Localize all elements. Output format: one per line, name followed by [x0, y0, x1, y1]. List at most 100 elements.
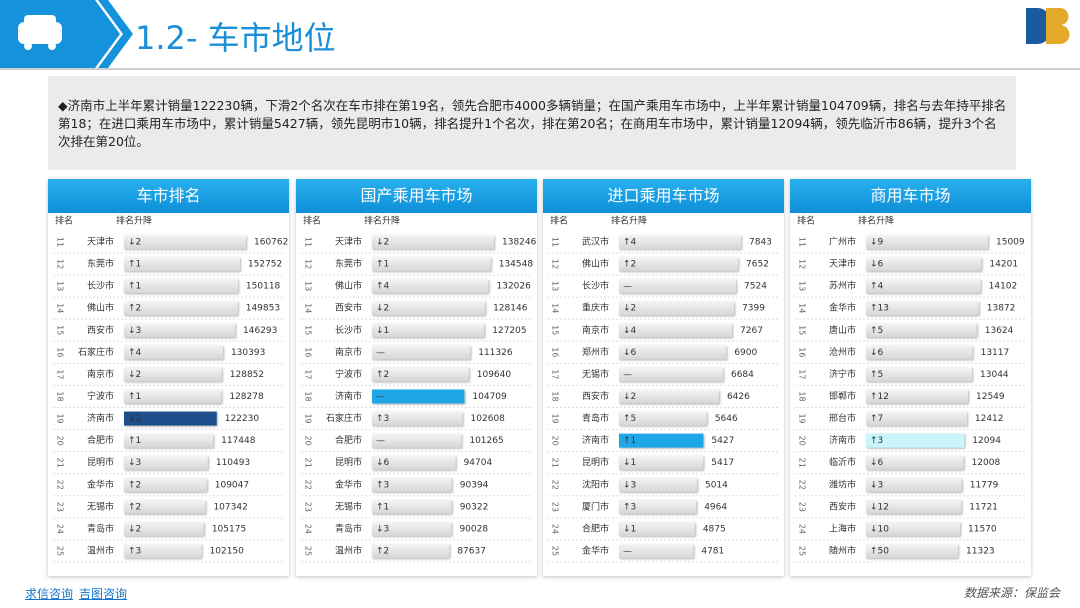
bar — [619, 389, 719, 404]
bar — [619, 543, 694, 558]
value-label: 104709 — [472, 392, 507, 402]
rank-change: ↓12 — [870, 502, 889, 512]
value-label: 6426 — [727, 392, 750, 402]
value-label: 117448 — [221, 436, 256, 446]
panel-title: 进口乘用车市场 — [543, 179, 784, 213]
rank-change: ↑5 — [870, 326, 883, 336]
bar — [866, 367, 973, 382]
bar — [124, 433, 214, 448]
bar — [124, 499, 206, 514]
rank: 20 — [56, 436, 65, 446]
city: 长沙市 — [87, 280, 114, 292]
value-label: 160762 — [254, 238, 288, 248]
summary: ◆济南市上半年累计销量122230辆，下滑2个名次在车市排在第19名，领先合肥市… — [48, 76, 1016, 170]
rank-change: — — [623, 282, 632, 292]
rank: 22 — [304, 480, 313, 490]
value-label: 146293 — [243, 326, 277, 336]
city: 西安市 — [582, 390, 609, 402]
column-header: 排名 — [797, 215, 815, 227]
rank-change: ↑4 — [870, 282, 884, 292]
rank-change: ↓6 — [870, 348, 884, 358]
city: 重庆市 — [582, 302, 609, 314]
rank: 23 — [56, 502, 65, 512]
bar — [866, 499, 962, 514]
rank: 20 — [304, 436, 313, 446]
city: 合肥市 — [582, 522, 609, 534]
rank-change: ↑2 — [128, 480, 141, 490]
column-header: 排名 — [303, 215, 321, 227]
rank: 12 — [551, 259, 560, 269]
bar — [124, 367, 222, 382]
rank: 15 — [551, 325, 560, 335]
rank: 25 — [798, 546, 807, 556]
bar — [372, 477, 452, 492]
rank-change: ↑2 — [623, 260, 636, 270]
bar — [866, 477, 962, 492]
bar — [124, 521, 204, 536]
rank-change: ↓1 — [623, 458, 636, 468]
city: 西安市 — [87, 324, 114, 336]
rank-change: ↑1 — [128, 436, 141, 446]
rank: 18 — [798, 391, 807, 401]
city: 天津市 — [829, 258, 856, 270]
value-label: 149853 — [246, 304, 280, 314]
header: 1.2- 车市地位 — [0, 0, 1080, 70]
rank: 14 — [798, 303, 807, 313]
city: 西安市 — [335, 302, 362, 314]
bar — [124, 279, 238, 294]
city: 天津市 — [335, 236, 362, 248]
city: 天津市 — [87, 236, 114, 248]
rank-change: ↓2 — [376, 238, 389, 248]
value-label: 11779 — [970, 480, 999, 490]
value-label: 107342 — [213, 502, 247, 512]
value-label: 15009 — [996, 238, 1025, 248]
bar — [866, 389, 969, 404]
value-label: 7267 — [740, 326, 763, 336]
value-label: 5014 — [705, 480, 728, 490]
value-label: 132026 — [497, 282, 532, 292]
city: 苏州市 — [829, 280, 856, 292]
bar — [619, 323, 733, 338]
city: 佛山市 — [87, 302, 114, 314]
rank-change: ↓6 — [870, 458, 884, 468]
value-label: 12094 — [972, 436, 1001, 446]
rank-change: ↑4 — [623, 238, 637, 248]
rank-change: ↓3 — [128, 458, 141, 468]
panel: 国产乘用车市场 排名 排名升降 11 天津市 ↓2 138246 12 东莞市 ↑1 134548 1… — [296, 179, 537, 576]
city: 东莞市 — [87, 258, 114, 270]
link[interactable]: 吉图咨询 — [79, 587, 128, 601]
rank-change: ↓2 — [623, 392, 636, 402]
value-label: 14201 — [989, 260, 1018, 270]
rank-change: ↓6 — [870, 260, 884, 270]
rank: 14 — [56, 303, 65, 313]
rank-change: ↑3 — [128, 546, 141, 556]
city: 无锡市 — [87, 500, 114, 512]
link[interactable]: 求信咨询 — [25, 587, 74, 601]
rank-change: ↑4 — [128, 348, 142, 358]
bar — [866, 323, 977, 338]
city: 合肥市 — [87, 434, 114, 446]
rank-change: ↓3 — [376, 524, 389, 534]
rank-change: — — [623, 546, 632, 556]
city: 上海市 — [829, 522, 856, 534]
city: 石家庄市 — [78, 346, 114, 358]
bar — [372, 543, 450, 558]
value-label: 5646 — [715, 414, 738, 424]
rank-change: ↓3 — [870, 480, 883, 490]
value-label: 14102 — [989, 282, 1018, 292]
city: 金华市 — [582, 544, 609, 556]
rank: 24 — [304, 524, 313, 534]
city: 昆明市 — [87, 456, 114, 468]
bar — [372, 389, 465, 404]
city: 南京市 — [582, 324, 609, 336]
value-label: 11323 — [966, 546, 995, 556]
bar — [619, 345, 727, 360]
bar — [124, 323, 236, 338]
bar — [619, 235, 741, 249]
value-label: 7524 — [744, 282, 767, 292]
city: 昆明市 — [335, 456, 362, 468]
bar — [619, 411, 707, 426]
rank: 16 — [304, 347, 313, 357]
ranking-table: 排名 排名升降 11 武汉市 ↑4 7843 12 佛山市 ↑2 7652 13 长沙市 — 7524 14… — [548, 215, 779, 563]
rank-change: ↓2 — [623, 304, 636, 314]
